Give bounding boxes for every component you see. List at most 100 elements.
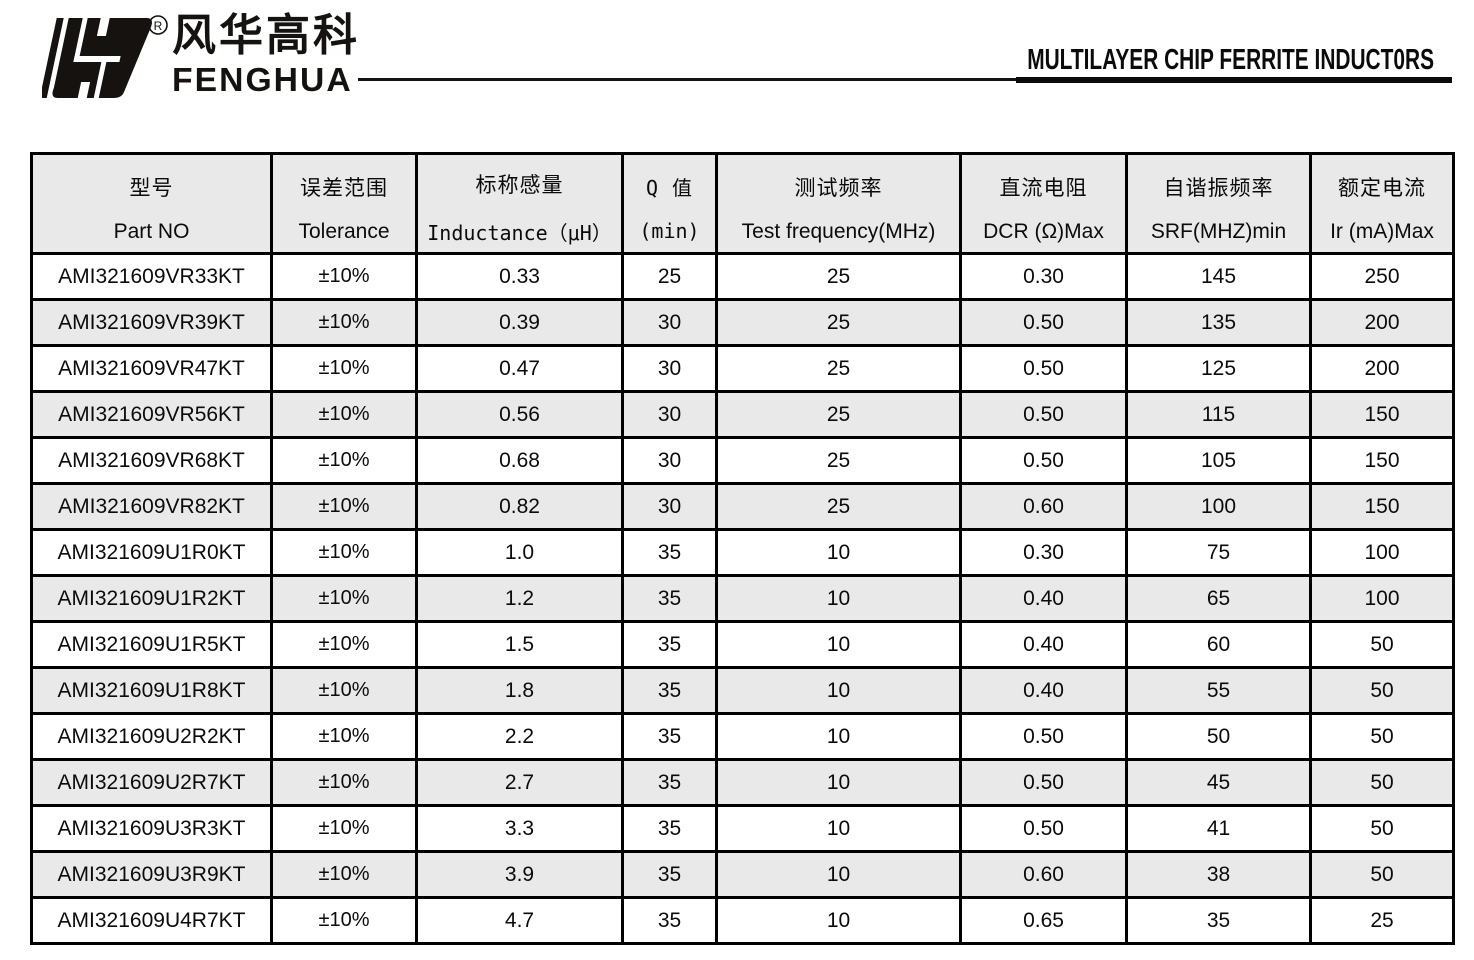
table-row: AMI321609U3R3KT ±10% 3.3 35 10 0.50 41 50 bbox=[30, 804, 1455, 853]
rated-current-cell: 200 bbox=[1309, 298, 1455, 347]
inductance-cell: 0.68 bbox=[415, 436, 624, 485]
srf-min-cell: 50 bbox=[1125, 712, 1312, 761]
col-header-cn: 标称感量 bbox=[475, 174, 564, 197]
col-header-cn: 直流电阻 bbox=[999, 176, 1088, 200]
col-header-test-frequency: 测试频率 Test frequency(MHz) bbox=[715, 152, 962, 255]
table-row: AMI321609VR47KT ±10% 0.47 30 25 0.50 125 200 bbox=[30, 344, 1455, 393]
test-frequency-cell: 10 bbox=[715, 850, 962, 899]
page-title: MULTILAYER CHIP FERRITE INDUCT0RS bbox=[1027, 44, 1434, 76]
inductance-cell: 1.5 bbox=[415, 620, 624, 669]
col-header-en: (min) bbox=[639, 219, 700, 243]
dcr-max-cell: 0.50 bbox=[959, 390, 1128, 439]
col-header-rated-current: 额定电流 Ir (mA)Max bbox=[1309, 152, 1455, 255]
title-underline bbox=[1016, 77, 1452, 83]
q-min-cell: 35 bbox=[621, 758, 718, 807]
srf-min-cell: 65 bbox=[1125, 574, 1312, 623]
col-header-en: Ir (mA)Max bbox=[1330, 219, 1434, 243]
rated-current-cell: 50 bbox=[1309, 850, 1455, 899]
dcr-max-cell: 0.50 bbox=[959, 758, 1128, 807]
tolerance-cell: ±10% bbox=[270, 896, 418, 945]
inductance-cell: 2.7 bbox=[415, 758, 624, 807]
part-no-cell: AMI321609VR82KT bbox=[30, 482, 273, 531]
srf-min-cell: 145 bbox=[1125, 252, 1312, 301]
q-min-cell: 30 bbox=[621, 436, 718, 485]
srf-min-cell: 60 bbox=[1125, 620, 1312, 669]
srf-min-cell: 105 bbox=[1125, 436, 1312, 485]
tolerance-cell: ±10% bbox=[270, 298, 418, 347]
col-header-en: DCR (Ω)Max bbox=[983, 219, 1104, 243]
srf-min-cell: 41 bbox=[1125, 804, 1312, 853]
col-header-cn: 额定电流 bbox=[1338, 176, 1426, 200]
tolerance-cell: ±10% bbox=[270, 436, 418, 485]
table-row: AMI321609U1R2KT ±10% 1.2 35 10 0.40 65 100 bbox=[30, 574, 1455, 623]
col-header-cn: 自谐振频率 bbox=[1163, 176, 1274, 200]
rated-current-cell: 50 bbox=[1309, 666, 1455, 715]
test-frequency-cell: 25 bbox=[715, 298, 962, 347]
inductance-cell: 0.47 bbox=[415, 344, 624, 393]
test-frequency-cell: 25 bbox=[715, 252, 962, 301]
tolerance-cell: ±10% bbox=[270, 390, 418, 439]
inductance-cell: 0.33 bbox=[415, 252, 624, 301]
table-row: AMI321609U3R9KT ±10% 3.9 35 10 0.60 38 50 bbox=[30, 850, 1455, 899]
dcr-max-cell: 0.40 bbox=[959, 574, 1128, 623]
col-header-cn: 误差范围 bbox=[300, 176, 388, 200]
q-min-cell: 25 bbox=[621, 252, 718, 301]
srf-min-cell: 135 bbox=[1125, 298, 1312, 347]
dcr-max-cell: 0.40 bbox=[959, 620, 1128, 669]
rated-current-cell: 100 bbox=[1309, 574, 1455, 623]
col-header-en: SRF(MHZ)min bbox=[1150, 219, 1287, 243]
table-row: AMI321609U2R7KT ±10% 2.7 35 10 0.50 45 50 bbox=[30, 758, 1455, 807]
inductance-cell: 4.7 bbox=[415, 896, 624, 945]
inductance-cell: 3.3 bbox=[415, 804, 624, 853]
col-header-en: Tolerance bbox=[298, 219, 390, 243]
part-no-cell: AMI321609U4R7KT bbox=[30, 896, 273, 945]
col-header-inductance: 标称感量 Inductance（μH） bbox=[415, 152, 624, 255]
srf-min-cell: 35 bbox=[1125, 896, 1312, 945]
inductance-cell: 0.56 bbox=[415, 390, 624, 439]
inductor-spec-table: 型号 Part NO 误差范围 Tolerance 标称感量 Inductanc… bbox=[30, 152, 1455, 945]
brand-name-cn: 风华高科 bbox=[172, 11, 360, 60]
table-row: AMI321609U2R2KT ±10% 2.2 35 10 0.50 50 50 bbox=[30, 712, 1455, 761]
part-no-cell: AMI321609U1R5KT bbox=[30, 620, 273, 669]
test-frequency-cell: 25 bbox=[715, 482, 962, 531]
part-no-cell: AMI321609VR39KT bbox=[30, 298, 273, 347]
svg-text:R: R bbox=[154, 19, 163, 33]
table-header: 型号 Part NO 误差范围 Tolerance 标称感量 Inductanc… bbox=[30, 152, 1455, 255]
page-header: R 风华高科 FENGHUA MULTILAYER CHIP FERRITE I… bbox=[0, 0, 1474, 150]
col-header-cn: 型号 bbox=[129, 176, 174, 200]
col-header-cn: Q 值 bbox=[645, 176, 694, 200]
tolerance-cell: ±10% bbox=[270, 666, 418, 715]
table-row: AMI321609VR33KT ±10% 0.33 25 25 0.30 145 250 bbox=[30, 252, 1455, 301]
col-header-srf-min: 自谐振频率 SRF(MHZ)min bbox=[1125, 152, 1312, 255]
table-row: AMI321609VR39KT ±10% 0.39 30 25 0.50 135 200 bbox=[30, 298, 1455, 347]
q-min-cell: 30 bbox=[621, 298, 718, 347]
srf-min-cell: 125 bbox=[1125, 344, 1312, 393]
tolerance-cell: ±10% bbox=[270, 482, 418, 531]
dcr-max-cell: 0.65 bbox=[959, 896, 1128, 945]
part-no-cell: AMI321609U2R2KT bbox=[30, 712, 273, 761]
test-frequency-cell: 10 bbox=[715, 896, 962, 945]
tolerance-cell: ±10% bbox=[270, 804, 418, 853]
inductance-cell: 1.8 bbox=[415, 666, 624, 715]
inductance-cell: 0.39 bbox=[415, 298, 624, 347]
q-min-cell: 35 bbox=[621, 528, 718, 577]
dcr-max-cell: 0.60 bbox=[959, 850, 1128, 899]
test-frequency-cell: 10 bbox=[715, 620, 962, 669]
rated-current-cell: 250 bbox=[1309, 252, 1455, 301]
test-frequency-cell: 10 bbox=[715, 804, 962, 853]
tolerance-cell: ±10% bbox=[270, 620, 418, 669]
srf-min-cell: 115 bbox=[1125, 390, 1312, 439]
rated-current-cell: 50 bbox=[1309, 712, 1455, 761]
dcr-max-cell: 0.50 bbox=[959, 804, 1128, 853]
test-frequency-cell: 25 bbox=[715, 436, 962, 485]
table-row: AMI321609U1R0KT ±10% 1.0 35 10 0.30 75 100 bbox=[30, 528, 1455, 577]
col-header-en: Test frequency(MHz) bbox=[741, 219, 936, 243]
q-min-cell: 35 bbox=[621, 804, 718, 853]
test-frequency-cell: 10 bbox=[715, 574, 962, 623]
rated-current-cell: 50 bbox=[1309, 804, 1455, 853]
rated-current-cell: 50 bbox=[1309, 758, 1455, 807]
q-min-cell: 35 bbox=[621, 850, 718, 899]
rated-current-cell: 150 bbox=[1309, 482, 1455, 531]
part-no-cell: AMI321609VR68KT bbox=[30, 436, 273, 485]
table-row: AMI321609VR82KT ±10% 0.82 30 25 0.60 100 150 bbox=[30, 482, 1455, 531]
